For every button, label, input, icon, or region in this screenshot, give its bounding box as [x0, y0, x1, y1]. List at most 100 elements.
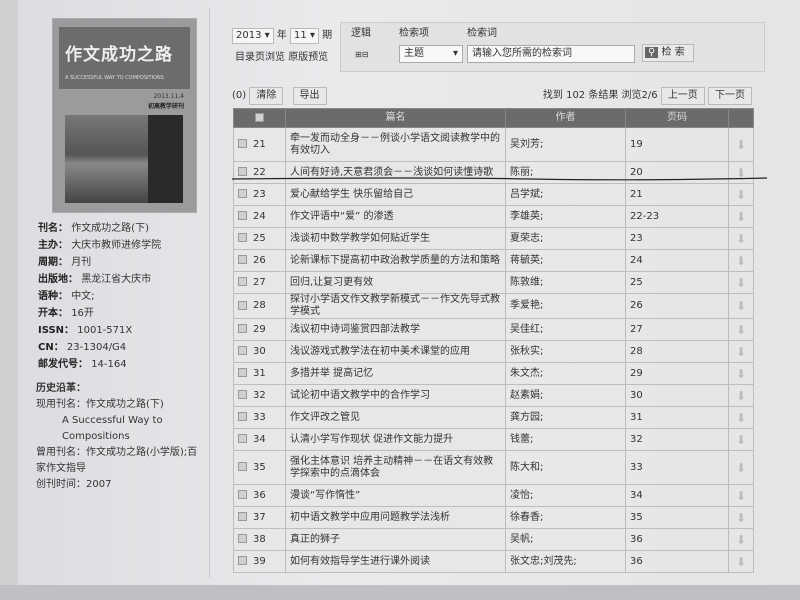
export-button[interactable]: 导出: [292, 87, 327, 105]
article-title-link[interactable]: 作文评语中“爱” 的渗透: [285, 205, 506, 228]
next-page-button[interactable]: 下一页: [708, 87, 752, 105]
article-title-link[interactable]: 强化主体意识 培养主动精神－－在语文有效教学探索中的点滴体会: [285, 450, 506, 485]
download-icon[interactable]: ⬇: [728, 183, 754, 206]
download-icon[interactable]: ⬇: [728, 249, 754, 272]
row-checkbox[interactable]: [238, 346, 247, 355]
toc-browse-link[interactable]: 目录页浏览: [235, 52, 285, 63]
cover-edition: 初高教学研刊: [147, 103, 184, 110]
row-checkbox[interactable]: [238, 211, 247, 220]
search-button[interactable]: ⚲ 检 索: [642, 44, 694, 62]
article-title-link[interactable]: 回归,让复习更有效: [285, 271, 506, 294]
page-cell: 19: [625, 127, 729, 162]
article-title-link[interactable]: 论新课标下提高初中政治教学质量的方法和策略: [285, 249, 506, 272]
page-cell: 32: [625, 428, 729, 451]
article-title-link[interactable]: 浅议初中诗词鉴赏四部法教学: [285, 318, 506, 341]
download-icon[interactable]: ⬇: [728, 293, 754, 319]
download-icon[interactable]: ⬇: [728, 450, 754, 485]
table-row: 26 论新课标下提高初中政治教学质量的方法和策略 蒋毓英; 24 ⬇: [233, 249, 754, 272]
period-select[interactable]: 11 ▾: [290, 28, 319, 44]
download-icon[interactable]: ⬇: [728, 384, 754, 407]
download-icon[interactable]: ⬇: [728, 227, 754, 250]
article-title-link[interactable]: 多措并举 提高记忆: [285, 362, 506, 385]
col-page: 页码: [625, 108, 729, 128]
info-row: 语种： 中文;: [38, 291, 95, 302]
author-cell: 吕学斌;: [505, 183, 626, 206]
download-icon[interactable]: ⬇: [728, 428, 754, 451]
download-icon[interactable]: ⬇: [728, 271, 754, 294]
author-cell: 李雄英;: [505, 205, 626, 228]
year-select[interactable]: 2013 ▾: [232, 28, 274, 44]
download-icon[interactable]: ⬇: [728, 406, 754, 429]
table-row: 27 回归,让复习更有效 陈敦维; 25 ⬇: [233, 271, 754, 294]
info-row: 出版地： 黑龙江省大庆市: [38, 274, 152, 285]
page-cell: 36: [625, 550, 729, 573]
col-author: 作者: [505, 108, 626, 128]
article-title-link[interactable]: 初中语文教学中应用问题教学法浅析: [285, 506, 506, 529]
article-title-link[interactable]: 如何有效指导学生进行课外阅读: [285, 550, 506, 573]
table-row: 38 真正的狮子 吴帆; 36 ⬇: [233, 528, 754, 551]
row-checkbox[interactable]: [238, 412, 247, 421]
article-title-link[interactable]: 探讨小学语文作文教学新模式－－作文先导式教学模式: [285, 293, 506, 319]
table-row: 35 强化主体意识 培养主动精神－－在语文有效教学探索中的点滴体会 陈大和; 3…: [233, 450, 754, 485]
add-remove-condition-icons[interactable]: ⊞⊟: [355, 50, 369, 59]
page-cell: 35: [625, 506, 729, 529]
download-icon[interactable]: ⬇: [728, 484, 754, 507]
page-cell: 26: [625, 293, 729, 319]
row-checkbox[interactable]: [238, 300, 247, 310]
page-cell: 21: [625, 183, 729, 206]
table-row: 29 浅议初中诗词鉴赏四部法教学 吴佳红; 27 ⬇: [233, 318, 754, 341]
article-title-link[interactable]: 浅谈初中数学教学如何贴近学生: [285, 227, 506, 250]
row-checkbox[interactable]: [238, 324, 247, 333]
download-icon[interactable]: ⬇: [728, 528, 754, 551]
download-icon[interactable]: ⬇: [728, 506, 754, 529]
article-title-link[interactable]: 真正的狮子: [285, 528, 506, 551]
row-checkbox[interactable]: [238, 434, 247, 443]
download-icon[interactable]: ⬇: [728, 362, 754, 385]
row-checkbox[interactable]: [238, 390, 247, 399]
download-icon[interactable]: ⬇: [728, 205, 754, 228]
author-cell: 吴刘芳;: [505, 127, 626, 162]
row-checkbox[interactable]: [238, 534, 247, 543]
row-checkbox[interactable]: [238, 556, 247, 565]
row-checkbox[interactable]: [238, 277, 247, 286]
row-checkbox[interactable]: [238, 139, 247, 148]
article-title-link[interactable]: 漫谈“写作惰性”: [285, 484, 506, 507]
info-row: 刊名： 作文成功之路(下): [38, 223, 149, 234]
row-checkbox[interactable]: [238, 490, 247, 499]
table-row: 24 作文评语中“爱” 的渗透 李雄英; 22-23 ⬇: [233, 205, 754, 228]
row-checkbox[interactable]: [238, 512, 247, 521]
author-cell: 龚方园;: [505, 406, 626, 429]
journal-history: 历史沿革： 现用刊名：作文成功之路(下) A Successful Way to…: [36, 383, 198, 490]
download-icon[interactable]: ⬇: [728, 127, 754, 162]
row-checkbox[interactable]: [238, 368, 247, 377]
row-checkbox[interactable]: [238, 189, 247, 198]
download-icon[interactable]: ⬇: [728, 550, 754, 573]
row-checkbox[interactable]: [238, 167, 247, 176]
article-title-link[interactable]: 爱心献给学生 快乐留给自己: [285, 183, 506, 206]
article-title-link[interactable]: 试论初中语文教学中的合作学习: [285, 384, 506, 407]
author-cell: 朱文杰;: [505, 362, 626, 385]
search-input[interactable]: 请输入您所需的检索词: [467, 45, 635, 63]
page-cell: 28: [625, 340, 729, 363]
article-title-link[interactable]: 浅议游戏式教学法在初中美术课堂的应用: [285, 340, 506, 363]
row-checkbox[interactable]: [238, 233, 247, 242]
results-toolbar: (0) 清除 导出 找到 102 条结果 浏览2/6 上一页 下一页: [232, 87, 752, 107]
article-title-link[interactable]: 作文评改之管见: [285, 406, 506, 429]
clear-button[interactable]: 清除: [249, 87, 284, 105]
article-title-link[interactable]: 牵一发而动全身－－例谈小学语文阅读教学中的有效切入: [285, 127, 506, 162]
row-checkbox[interactable]: [238, 462, 247, 471]
original-preview-link[interactable]: 原版预览: [288, 52, 329, 63]
author-cell: 吴佳红;: [505, 318, 626, 341]
author-cell: 赵素娟;: [505, 384, 626, 407]
download-icon[interactable]: ⬇: [728, 340, 754, 363]
download-icon[interactable]: ⬇: [728, 318, 754, 341]
page-cell: 30: [625, 384, 729, 407]
row-checkbox[interactable]: [238, 255, 247, 264]
select-all-checkbox[interactable]: [233, 108, 286, 128]
author-cell: 张文忠;刘茂先;: [505, 550, 626, 573]
search-panel: 逻辑 ⊞⊟ 检索项 主题 ▾ 检索词 请输入您所需的检索词 ⚲ 检 索: [340, 22, 765, 72]
page-cell: 22-23: [625, 205, 729, 228]
article-title-link[interactable]: 认清小学写作现状 促进作文能力提升: [285, 428, 506, 451]
prev-page-button[interactable]: 上一页: [660, 87, 705, 105]
search-field-select[interactable]: 主题 ▾: [399, 45, 463, 63]
